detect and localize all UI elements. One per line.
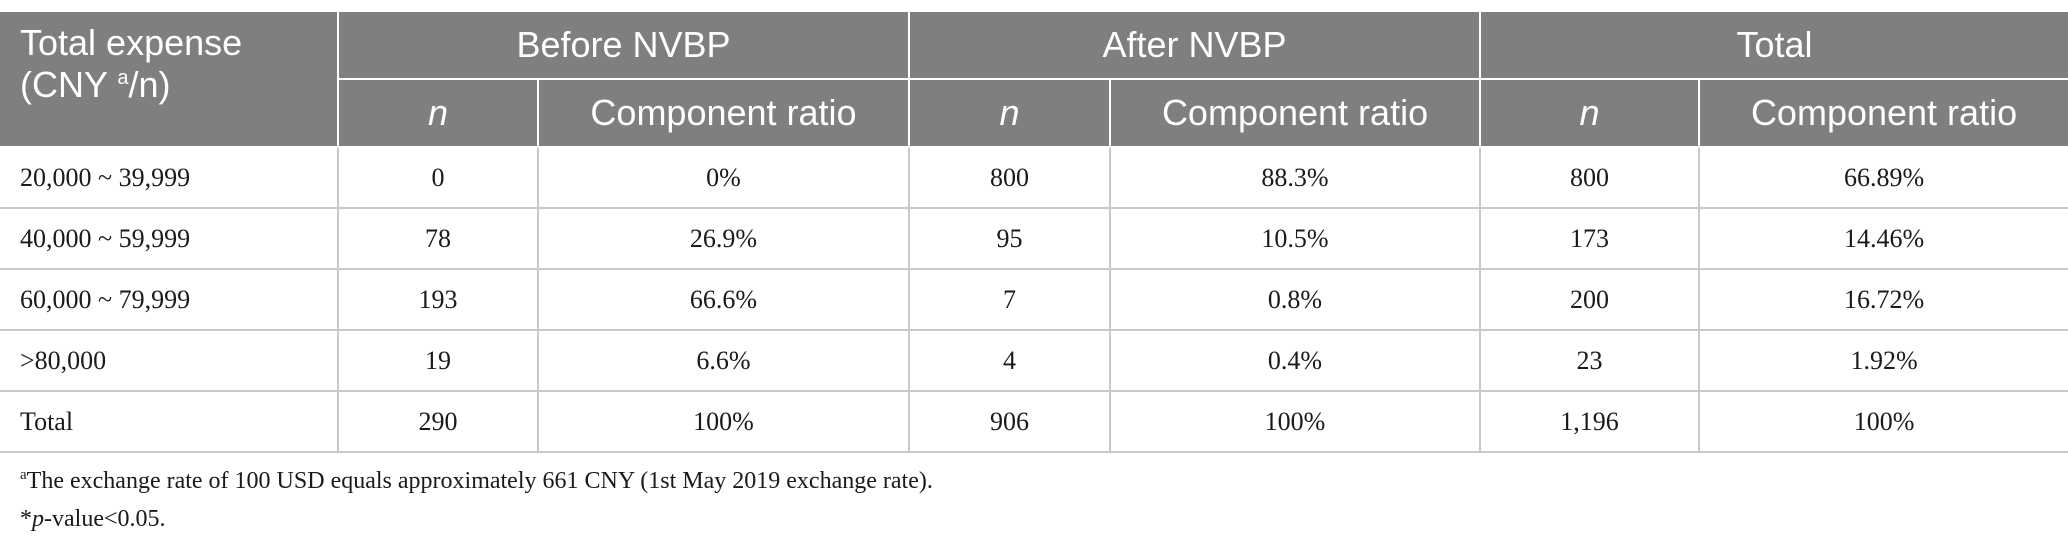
header-after-n: n	[908, 78, 1112, 148]
header-sub-row: n Component ratio n Component ratio n Co…	[0, 78, 2068, 148]
header-group-after: After NVBP	[908, 10, 1482, 80]
header-before-n-label: n	[427, 92, 449, 133]
cell-total-ratio: 100%	[1698, 390, 2068, 453]
header-after-ratio: Component ratio	[1109, 78, 1482, 148]
row-label: 20,000 ~ 39,999	[0, 146, 339, 209]
header-before-ratio: Component ratio	[536, 78, 911, 148]
footnote-b-text: -value<0.05.	[44, 506, 166, 532]
footnote-a-text: The exchange rate of 100 USD equals appr…	[26, 468, 933, 494]
cell-after-n: 906	[908, 390, 1112, 453]
cell-before-ratio: 66.6%	[536, 268, 911, 331]
cell-before-ratio: 100%	[536, 390, 911, 453]
header-total-n: n	[1479, 78, 1701, 148]
table-row: Total 290 100% 906 100% 1,196 100%	[0, 390, 2068, 453]
cell-after-ratio: 0.8%	[1109, 268, 1482, 331]
header-total-ratio: Component ratio	[1698, 78, 2068, 148]
row-label: Total	[0, 390, 339, 453]
header-group-total: Total	[1479, 10, 2068, 80]
cell-total-n: 1,196	[1479, 390, 1701, 453]
table-header: Total expense (CNY a/n) Before NVBP After…	[0, 10, 2068, 148]
header-group-before: Before NVBP	[336, 10, 911, 80]
table-footnotes: aThe exchange rate of 100 USD equals app…	[20, 462, 933, 538]
cell-before-n: 193	[337, 268, 539, 331]
cell-after-n: 95	[908, 207, 1112, 270]
header-before-n: n	[337, 78, 539, 148]
footnote-p-value: *p-value<0.05.	[20, 500, 933, 538]
row-label: >80,000	[0, 329, 339, 392]
cell-before-ratio: 0%	[536, 146, 911, 209]
table-body: 20,000 ~ 39,999 0 0% 800 88.3% 800 66.89…	[0, 146, 2068, 453]
cell-after-ratio: 88.3%	[1109, 146, 1482, 209]
table-row: 60,000 ~ 79,999 193 66.6% 7 0.8% 200 16.…	[0, 268, 2068, 331]
table-row: 20,000 ~ 39,999 0 0% 800 88.3% 800 66.89…	[0, 146, 2068, 209]
cell-after-n: 7	[908, 268, 1112, 331]
cell-total-n: 23	[1479, 329, 1701, 392]
cell-after-ratio: 0.4%	[1109, 329, 1482, 392]
cell-total-ratio: 16.72%	[1698, 268, 2068, 331]
footnote-b-italic: p	[32, 506, 44, 532]
row-label: 60,000 ~ 79,999	[0, 268, 339, 331]
footnote-a-marker: a	[20, 467, 27, 483]
cell-total-n: 173	[1479, 207, 1701, 270]
cell-before-ratio: 26.9%	[536, 207, 911, 270]
header-unit-suffix: /n)	[128, 64, 171, 105]
expense-table: Total expense (CNY a/n) Before NVBP After…	[0, 10, 2068, 453]
cell-after-ratio: 10.5%	[1109, 207, 1482, 270]
cell-before-n: 0	[337, 146, 539, 209]
cell-total-n: 200	[1479, 268, 1701, 331]
cell-total-n: 800	[1479, 146, 1701, 209]
table-row: >80,000 19 6.6% 4 0.4% 23 1.92%	[0, 329, 2068, 392]
cell-after-n: 4	[908, 329, 1112, 392]
cell-total-ratio: 66.89%	[1698, 146, 2068, 209]
cell-total-ratio: 14.46%	[1698, 207, 2068, 270]
footnote-exchange-rate: aThe exchange rate of 100 USD equals app…	[20, 462, 933, 500]
header-total-n-label: n	[1579, 92, 1600, 133]
cell-before-n: 19	[337, 329, 539, 392]
header-after-n-label: n	[999, 92, 1020, 133]
cell-before-ratio: 6.6%	[536, 329, 911, 392]
header-unit-prefix: (CNY	[20, 64, 118, 105]
header-total-expense-label: Total expense	[20, 22, 243, 63]
header-unit-footnote-marker: a	[117, 67, 129, 89]
cell-before-n: 78	[337, 207, 539, 270]
footnote-b-marker: *	[20, 506, 32, 532]
cell-before-n: 290	[337, 390, 539, 453]
row-label: 40,000 ~ 59,999	[0, 207, 339, 270]
cell-total-ratio: 1.92%	[1698, 329, 2068, 392]
table-row: 40,000 ~ 59,999 78 26.9% 95 10.5% 173 14…	[0, 207, 2068, 270]
header-total-expense: Total expense (CNY a/n)	[0, 10, 339, 148]
header-group-row: Total expense (CNY a/n) Before NVBP After…	[0, 10, 2068, 148]
cell-after-n: 800	[908, 146, 1112, 209]
cell-after-ratio: 100%	[1109, 390, 1482, 453]
